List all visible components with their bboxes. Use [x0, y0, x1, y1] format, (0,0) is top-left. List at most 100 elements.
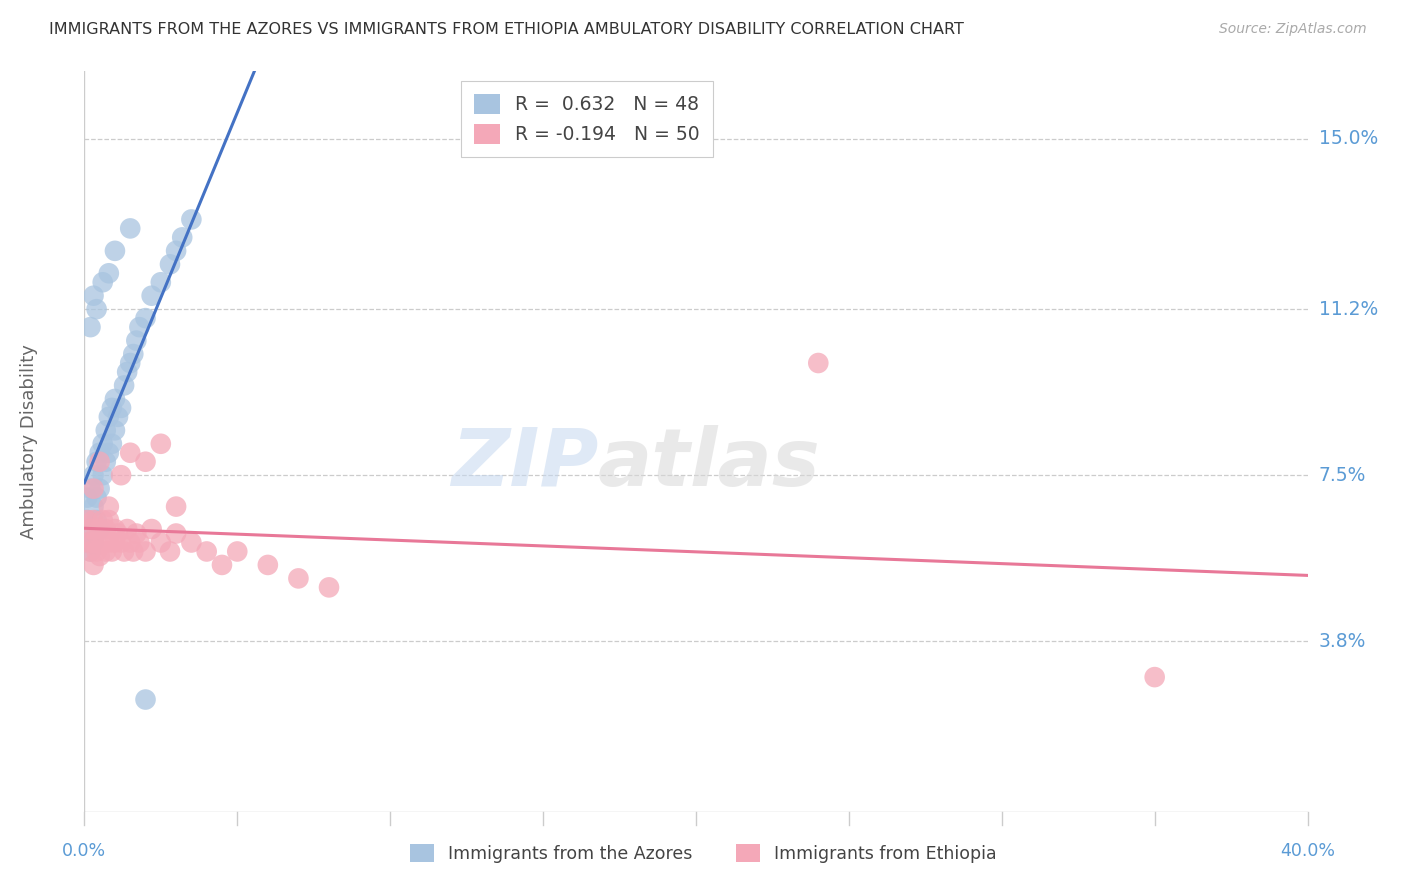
Point: [83, 535, 105, 549]
Point: [91, 437, 114, 451]
Point: [97, 513, 120, 527]
Legend: Immigrants from the Azores, Immigrants from Ethiopia: Immigrants from the Azores, Immigrants f…: [402, 838, 1004, 870]
Point: [226, 544, 249, 558]
Point: [94, 455, 117, 469]
Point: [91, 275, 114, 289]
Text: 40.0%: 40.0%: [1279, 842, 1336, 860]
Point: [79, 482, 101, 496]
Point: [125, 334, 148, 348]
Point: [89, 522, 111, 536]
Point: [107, 409, 129, 424]
Point: [76, 491, 98, 505]
Point: [89, 446, 111, 460]
Point: [180, 212, 202, 227]
Point: [97, 446, 120, 460]
Point: [1143, 670, 1166, 684]
Point: [141, 522, 163, 536]
Point: [165, 244, 187, 258]
Point: [86, 491, 108, 505]
Point: [149, 275, 172, 289]
Point: [89, 482, 111, 496]
Point: [79, 544, 101, 558]
Point: [79, 320, 101, 334]
Point: [159, 257, 181, 271]
Point: [86, 455, 108, 469]
Point: [115, 522, 138, 536]
Point: [86, 513, 108, 527]
Point: [122, 544, 145, 558]
Point: [86, 544, 108, 558]
Point: [89, 549, 111, 563]
Point: [110, 535, 132, 549]
Point: [287, 571, 309, 585]
Point: [91, 468, 114, 483]
Point: [120, 221, 142, 235]
Point: [112, 544, 135, 558]
Point: [97, 535, 120, 549]
Point: [79, 522, 101, 536]
Point: [104, 392, 127, 406]
Point: [172, 230, 194, 244]
Point: [79, 522, 101, 536]
Point: [91, 535, 114, 549]
Point: [94, 522, 117, 536]
Point: [97, 266, 120, 280]
Point: [257, 558, 280, 572]
Point: [135, 455, 157, 469]
Point: [110, 468, 132, 483]
Point: [76, 513, 98, 527]
Point: [83, 500, 105, 514]
Point: [76, 535, 98, 549]
Point: [122, 347, 145, 361]
Text: 0.0%: 0.0%: [62, 842, 107, 860]
Point: [149, 437, 172, 451]
Point: [97, 409, 120, 424]
Point: [89, 522, 111, 536]
Point: [86, 302, 108, 317]
Point: [91, 513, 114, 527]
Text: 15.0%: 15.0%: [1319, 129, 1378, 148]
Point: [94, 423, 117, 437]
Point: [107, 526, 129, 541]
Point: [76, 513, 98, 527]
Point: [318, 580, 340, 594]
Point: [83, 535, 105, 549]
Point: [83, 482, 105, 496]
Point: [83, 513, 105, 527]
Point: [165, 526, 187, 541]
Text: 3.8%: 3.8%: [1319, 632, 1367, 650]
Point: [112, 378, 135, 392]
Text: IMMIGRANTS FROM THE AZORES VS IMMIGRANTS FROM ETHIOPIA AMBULATORY DISABILITY COR: IMMIGRANTS FROM THE AZORES VS IMMIGRANTS…: [49, 22, 965, 37]
Point: [110, 401, 132, 415]
Point: [141, 289, 163, 303]
Point: [83, 558, 105, 572]
Point: [115, 365, 138, 379]
Point: [149, 535, 172, 549]
Point: [79, 544, 101, 558]
Point: [76, 535, 98, 549]
Point: [125, 526, 148, 541]
Point: [165, 500, 187, 514]
Point: [135, 692, 157, 706]
Point: [180, 535, 202, 549]
Point: [86, 526, 108, 541]
Point: [807, 356, 830, 370]
Point: [83, 468, 105, 483]
Text: 7.5%: 7.5%: [1319, 466, 1367, 484]
Text: Source: ZipAtlas.com: Source: ZipAtlas.com: [1219, 22, 1367, 37]
Point: [89, 455, 111, 469]
Point: [159, 544, 181, 558]
Point: [128, 535, 150, 549]
Point: [120, 535, 142, 549]
Point: [101, 437, 124, 451]
Legend: R =  0.632   N = 48, R = -0.194   N = 50: R = 0.632 N = 48, R = -0.194 N = 50: [461, 81, 713, 157]
Point: [104, 522, 127, 536]
Point: [128, 320, 150, 334]
Point: [97, 500, 120, 514]
Point: [104, 535, 127, 549]
Point: [120, 446, 142, 460]
Text: 11.2%: 11.2%: [1319, 300, 1378, 318]
Point: [211, 558, 233, 572]
Point: [101, 544, 124, 558]
Point: [135, 311, 157, 326]
